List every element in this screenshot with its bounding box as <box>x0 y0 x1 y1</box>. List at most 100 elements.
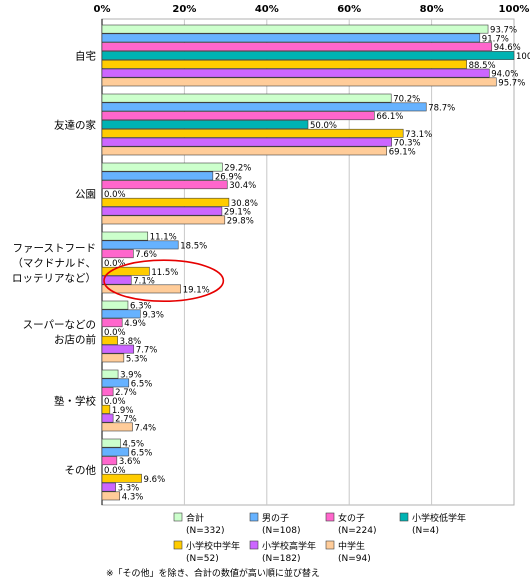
value-label: 29.2% <box>224 164 251 174</box>
bar <box>101 137 392 147</box>
legend-label: 中学生 <box>338 540 365 552</box>
bar <box>101 146 387 156</box>
bar <box>101 438 121 448</box>
value-label: 94.6% <box>494 43 521 53</box>
legend-n: (N=94) <box>338 554 371 564</box>
x-axis-ticks: 0% 20% 40% 60% 80% 100% <box>94 4 530 15</box>
bar <box>101 42 493 52</box>
bar <box>101 93 392 103</box>
legend-swatch <box>249 540 259 550</box>
grid <box>101 18 515 506</box>
bars <box>101 24 515 501</box>
value-label: 0.0% <box>104 259 126 269</box>
tick-label: 20% <box>172 4 196 15</box>
value-label: 0.0% <box>104 328 126 338</box>
value-label: 29.8% <box>227 216 254 226</box>
bar <box>101 206 223 216</box>
value-label: 91.7% <box>482 34 509 44</box>
value-label: 4.5% <box>123 440 145 450</box>
tick-label: 80% <box>420 4 444 15</box>
bar <box>101 456 118 466</box>
bar <box>101 473 142 483</box>
value-label: 5.3% <box>126 354 148 364</box>
tick-label: 0% <box>94 4 111 15</box>
highlight-annotation <box>103 259 225 303</box>
bar <box>101 68 490 78</box>
value-label: 6.5% <box>131 379 153 389</box>
value-label: 7.1% <box>133 277 155 287</box>
legend-swatch <box>249 512 259 522</box>
bar <box>101 275 132 285</box>
bar <box>101 180 228 190</box>
legend-n: (N=108) <box>262 526 300 536</box>
legend-label: 女の子 <box>338 512 365 524</box>
value-label: 94.0% <box>491 70 518 80</box>
bar <box>101 404 111 414</box>
bar <box>101 171 214 181</box>
bar <box>101 353 125 363</box>
bar <box>101 120 309 129</box>
value-label: 2.7% <box>115 415 137 425</box>
bar <box>101 491 121 501</box>
category-label: 公園 <box>75 188 96 200</box>
bar <box>101 162 223 172</box>
value-label: 93.7% <box>490 26 517 36</box>
legend-n: (N=52) <box>186 554 219 564</box>
legend-n: (N=182) <box>262 554 300 564</box>
bar <box>101 378 130 388</box>
value-labels: 93.7%91.7%94.6%100.0% 88.5%94.0%95.7% 70.2… <box>104 26 530 503</box>
category-label: お店の前 <box>54 333 96 346</box>
value-label: 3.9% <box>120 371 142 381</box>
value-label: 0.0% <box>104 397 126 407</box>
value-label: 11.1% <box>150 233 177 243</box>
value-label: 4.9% <box>124 319 146 329</box>
value-label: 2.7% <box>115 388 137 398</box>
bar <box>101 387 114 397</box>
value-label: 6.5% <box>131 448 153 458</box>
bar <box>101 309 141 319</box>
value-label: 7.6% <box>135 250 157 260</box>
plot-frame <box>101 18 515 506</box>
value-label: 73.1% <box>405 130 432 140</box>
value-label: 7.4% <box>134 423 156 433</box>
bar <box>101 128 404 138</box>
value-label: 100.0% <box>516 52 530 62</box>
value-label: 18.5% <box>180 241 207 251</box>
legend-label: 小学校高学年 <box>262 540 316 552</box>
value-label: 9.3% <box>142 310 164 320</box>
value-label: 1.9% <box>112 406 134 416</box>
bar <box>101 422 133 432</box>
value-label: 3.3% <box>118 484 140 494</box>
bar <box>101 266 150 276</box>
bar <box>101 482 116 492</box>
value-label: 6.3% <box>130 302 152 312</box>
bar <box>101 240 179 250</box>
category-label: スーパーなどの <box>23 319 96 331</box>
legend-swatch <box>173 512 183 522</box>
bar <box>101 447 130 457</box>
value-label: 29.1% <box>224 208 251 218</box>
legend-swatch <box>325 540 335 550</box>
value-label: 19.1% <box>183 285 210 295</box>
bar <box>101 369 119 379</box>
value-label: 4.3% <box>122 492 144 502</box>
legend-n: (N=332) <box>186 526 224 536</box>
category-label: ファーストフード <box>13 242 96 254</box>
value-label: 70.2% <box>393 95 420 105</box>
category-label: 塾・学校 <box>54 394 96 407</box>
legend: 合計 (N=332) 男の子 (N=108) 女の子 (N=224) 小学校低学年 (N=4)… <box>173 512 466 564</box>
bar <box>101 111 375 121</box>
value-label: 11.5% <box>151 268 178 278</box>
bar <box>101 318 123 328</box>
category-label: 自宅 <box>75 49 96 62</box>
value-label: 7.7% <box>136 346 158 356</box>
value-label: 9.6% <box>144 475 166 485</box>
bar <box>101 77 497 87</box>
legend-n: (N=224) <box>338 526 376 536</box>
bar <box>101 413 114 423</box>
bar <box>101 335 118 345</box>
bar <box>101 33 481 43</box>
bar <box>101 344 135 354</box>
